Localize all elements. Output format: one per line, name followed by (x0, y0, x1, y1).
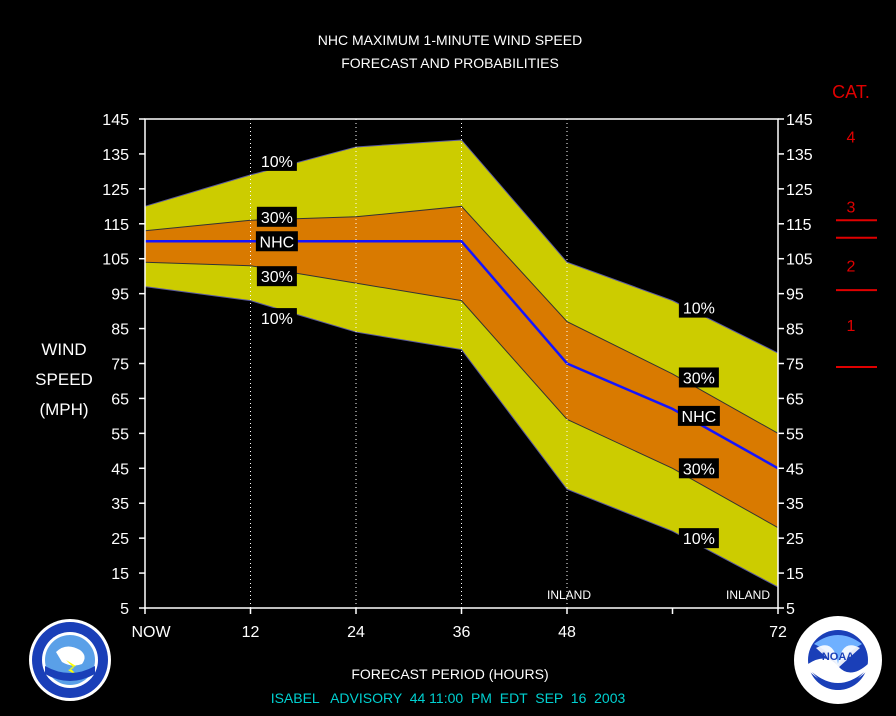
y-tick-label-right: 45 (786, 461, 804, 478)
category-label: 2 (847, 259, 856, 276)
series-label-box (255, 231, 298, 252)
series-label: 30% (683, 370, 715, 387)
series-label-box (678, 367, 719, 388)
series-nhc-line (145, 240, 779, 470)
x-tick-label: 24 (347, 624, 365, 641)
chart-title-line-1: NHC MAXIMUM 1-MINUTE WIND SPEED (318, 32, 582, 48)
y-tick-label-left: 35 (111, 496, 129, 513)
series-label-box (678, 458, 719, 479)
y-tick-label-right: 115 (786, 217, 812, 234)
y-tick-label-right: 15 (786, 566, 804, 583)
y-tick-label-right: 5 (786, 601, 795, 618)
y-tick-label-left: 65 (111, 391, 129, 408)
y-tick-label-left: 135 (102, 147, 129, 164)
inland-annotation: INLAND (547, 588, 591, 602)
series-label: NHC (682, 409, 717, 426)
series-label-box (678, 297, 719, 318)
series-label-box (677, 405, 720, 426)
series-label: 30% (683, 461, 715, 478)
series-label-box (256, 150, 297, 171)
y-tick-label-right: 25 (786, 531, 804, 548)
y-axis-label-line-1: WIND (41, 340, 86, 359)
y-tick-label-left: 45 (111, 461, 129, 478)
y-tick-label-right: 95 (786, 287, 804, 304)
y-tick-label-right: 85 (786, 322, 804, 339)
noaa-logo: NOAA (794, 616, 882, 704)
y-tick-label-left: 95 (111, 287, 129, 304)
series-label-box (678, 528, 719, 549)
series-label: 30% (261, 210, 293, 227)
y-tick-label-right: 145 (786, 112, 813, 129)
series-label: NHC (260, 234, 295, 251)
inner-probability-band (145, 206, 778, 528)
y-tick-label-left: 125 (102, 182, 129, 199)
inland-annotation: INLAND (726, 588, 770, 602)
x-tick-label: NOW (131, 624, 171, 641)
nws-logo (29, 619, 111, 701)
y-tick-label-right: 125 (786, 182, 813, 199)
category-label: 3 (847, 199, 856, 216)
category-label: 4 (847, 129, 856, 146)
series-edge-4 (144, 286, 779, 588)
y-tick-label-right: 105 (786, 252, 813, 269)
x-tick-label: 48 (558, 624, 576, 641)
series-label: 30% (261, 269, 293, 286)
y-tick-label-right: 35 (786, 496, 804, 513)
series-label: 10% (261, 311, 293, 328)
y-tick-label-left: 145 (102, 112, 129, 129)
category-label: 1 (847, 318, 856, 335)
y-tick-label-left: 25 (111, 531, 129, 548)
y-tick-label-right: 75 (786, 357, 804, 374)
series-label-box (256, 266, 297, 287)
y-tick-label-right: 55 (786, 426, 804, 443)
y-tick-label-left: 75 (111, 357, 129, 374)
series-label: 10% (683, 531, 715, 548)
y-axis-label-line-3: (MPH) (39, 400, 88, 419)
svg-text:NOAA: NOAA (822, 651, 854, 663)
category-title: CAT. (832, 82, 870, 102)
y-tick-label-left: 105 (102, 252, 129, 269)
y-tick-label-right: 135 (786, 147, 813, 164)
y-axis-label-line-2: SPEED (35, 370, 93, 389)
chart-title-line-2: FORECAST AND PROBABILITIES (341, 55, 559, 71)
series-edge-1 (144, 205, 779, 434)
x-tick-label: 36 (453, 624, 471, 641)
y-tick-label-left: 85 (111, 322, 129, 339)
series-label: 10% (261, 154, 293, 171)
y-tick-label-left: 55 (111, 426, 129, 443)
x-tick-label: 12 (242, 624, 260, 641)
x-tick-label: 72 (769, 624, 787, 641)
series-edge-3 (144, 261, 779, 529)
y-tick-label-right: 65 (786, 391, 804, 408)
series-label-box (256, 308, 297, 329)
y-tick-label-left: 5 (120, 601, 129, 618)
x-axis-label: FORECAST PERIOD (HOURS) (351, 666, 548, 682)
y-tick-label-left: 115 (103, 217, 129, 234)
series-label-box (256, 206, 297, 227)
y-tick-label-left: 15 (111, 566, 129, 583)
advisory-text: ISABEL ADVISORY 44 11:00 PM EDT SEP 16 2… (271, 690, 626, 706)
series-label: 10% (683, 301, 715, 318)
